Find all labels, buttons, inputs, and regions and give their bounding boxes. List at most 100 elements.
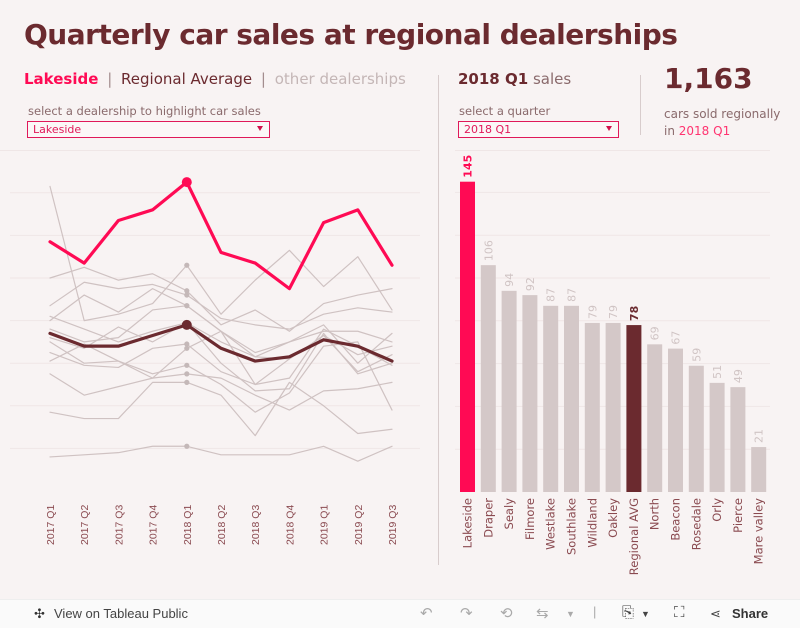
x-tick-label: 2017 Q3 [113,505,125,545]
bar-value-label: 79 [607,305,620,319]
bar-chart-bars: 145 Lakeside 106 Draper 94 Sealy 92 Filmore 87 We… [460,155,767,575]
toolbar-separator: | [593,604,597,619]
bar-category-label: Regional AVG [627,498,641,575]
x-tick-label: 2019 Q1 [319,505,331,545]
share-icon[interactable]: ⋖ [710,606,721,621]
quarter-dropdown-value: 2018 Q1 [464,123,512,136]
bar-oakley [605,322,621,492]
bar-category-label: Pierce [731,498,745,533]
header-divider-right [455,150,770,151]
bar-sealy [501,290,517,492]
download-dropdown-icon[interactable]: ▼ [641,609,650,619]
redo-icon[interactable]: ↷ [460,605,473,622]
bar-category-label: Mare valley [752,498,766,564]
x-tick-label: 2017 Q1 [45,505,57,545]
undo-icon[interactable]: ↶ [420,605,433,622]
view-on-tableau-label: View on Tableau Public [54,606,188,621]
legend-average: Regional Average [121,70,253,88]
quarter-dropdown[interactable]: 2018 Q1 [458,121,619,138]
bar-value-label: 87 [545,288,558,302]
series-point-pierce [184,371,190,377]
view-on-tableau-link[interactable]: ✣ View on Tableau Public [34,606,188,622]
series-line-lakeside [48,180,394,291]
bar-orly [709,382,725,492]
bar-category-label: Draper [481,498,495,538]
panel-divider [438,75,439,565]
series-point-beacon [184,345,190,351]
fullscreen-icon[interactable]: ⛶ [674,604,685,621]
bar-value-label: 69 [649,326,662,340]
x-tick-label: 2017 Q2 [79,505,91,545]
series-line-pierce [49,373,393,411]
color-legend: Lakeside | Regional Average | other deal… [24,70,406,88]
x-tick-label: 2017 Q4 [148,505,160,545]
bar-draper [480,265,496,492]
header-divider-left [0,150,420,151]
bar-rosedale [688,365,704,492]
bar-category-label: Lakeside [461,498,475,548]
bar-value-label: 67 [670,331,683,345]
line-chart-x-labels: 2017 Q1 2017 Q2 2017 Q3 2017 Q4 2018 Q1 2018 … [45,505,399,545]
bar-category-label: Southlake [565,498,579,555]
legend-separator: | [107,70,113,88]
series-point-draper [184,262,190,268]
bar-north [647,344,663,492]
legend-separator: | [260,70,266,88]
bar-wildland [584,322,600,492]
dashboard-title: Quarterly car sales at regional dealersh… [24,18,678,51]
series-point-north [184,341,190,347]
bar-category-label: Filmore [523,498,537,540]
legend-highlight: Lakeside [24,70,99,88]
x-tick-label: 2018 Q3 [250,505,262,545]
series-point-filmore [184,292,190,298]
tableau-toolbar: ✣ View on Tableau Public ↶ ↷ ⟲ ⇆ ▼ | ⎘ ▼ … [0,599,800,628]
kpi-caption: cars sold regionally in 2018 Q1 [664,106,780,140]
dealership-dropdown-value: Lakeside [33,123,82,136]
series-point-rosedale [184,362,190,368]
x-tick-label: 2019 Q3 [387,505,399,545]
bar-pierce [730,387,746,492]
bar-value-label: 78 [628,306,641,321]
bar-category-label: Westlake [544,498,558,550]
revert-icon[interactable]: ⟲ [500,605,513,622]
series-line-mare-valley [49,445,393,462]
legend-others: other dealerships [274,70,406,88]
kpi-caption-prefix: in [664,124,675,138]
series-point-sealy [184,288,190,294]
dealership-filter-label: select a dealership to highlight car sal… [28,104,261,118]
quarter-title: 2018 Q1 sales [458,70,571,88]
bar-value-label: 106 [482,240,495,261]
refresh-dropdown-icon[interactable]: ▼ [566,609,575,619]
refresh-icon[interactable]: ⇆ [536,605,549,622]
bar-westlake [543,305,559,492]
bar-value-label: 59 [690,348,703,362]
line-chart-series [48,177,394,462]
bar-value-label: 21 [753,429,766,443]
bar-category-label: Beacon [669,498,683,541]
bar-category-label: Rosedale [689,498,703,550]
series-point-orly [184,379,190,385]
bar-value-label: 51 [711,365,724,379]
quarter-filter-label: select a quarter [459,104,551,118]
series-line-beacon [49,328,393,386]
kpi-value: 1,163 [664,62,753,95]
series-line-rosedale [49,341,393,413]
bar-value-label: 49 [732,369,745,383]
bar-regional-avg [626,325,642,492]
x-tick-label: 2018 Q2 [216,505,228,545]
tableau-logo-icon: ✣ [34,606,45,621]
bar-value-label: 87 [566,288,579,302]
share-button[interactable]: Share [732,606,769,621]
x-tick-label: 2018 Q1 [182,505,194,545]
series-line-orly [49,381,393,437]
bar-beacon [668,348,683,492]
bar-southlake [564,305,579,492]
dealership-dropdown[interactable]: Lakeside [27,121,270,138]
download-icon[interactable]: ⎘ [622,604,635,621]
bar-category-label: Wildland [585,498,599,548]
charts-canvas: 2017 Q1 2017 Q2 2017 Q3 2017 Q4 2018 Q1 2018 … [10,155,770,575]
bar-value-label: 92 [524,277,537,291]
quarter-title-rest: sales [532,70,572,88]
series-line-oakley [49,322,393,392]
bar-value-label: 145 [462,155,475,178]
